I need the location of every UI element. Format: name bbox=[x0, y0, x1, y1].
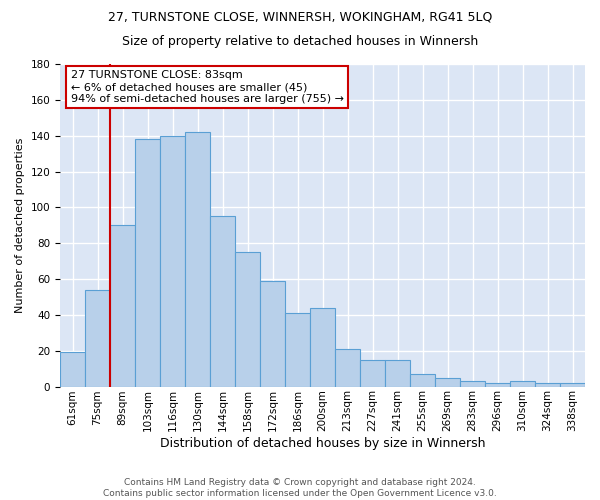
Bar bbox=[485, 383, 510, 386]
Bar bbox=[210, 216, 235, 386]
Bar bbox=[260, 281, 285, 386]
Text: Contains HM Land Registry data © Crown copyright and database right 2024.
Contai: Contains HM Land Registry data © Crown c… bbox=[103, 478, 497, 498]
Bar bbox=[60, 352, 85, 386]
Bar bbox=[560, 383, 585, 386]
Text: 27 TURNSTONE CLOSE: 83sqm
← 6% of detached houses are smaller (45)
94% of semi-d: 27 TURNSTONE CLOSE: 83sqm ← 6% of detach… bbox=[71, 70, 344, 104]
Bar bbox=[235, 252, 260, 386]
Y-axis label: Number of detached properties: Number of detached properties bbox=[15, 138, 25, 313]
Text: 27, TURNSTONE CLOSE, WINNERSH, WOKINGHAM, RG41 5LQ: 27, TURNSTONE CLOSE, WINNERSH, WOKINGHAM… bbox=[108, 10, 492, 23]
Bar bbox=[410, 374, 435, 386]
Bar bbox=[160, 136, 185, 386]
Bar bbox=[135, 140, 160, 386]
Bar bbox=[385, 360, 410, 386]
Bar bbox=[435, 378, 460, 386]
Bar bbox=[110, 226, 135, 386]
Text: Size of property relative to detached houses in Winnersh: Size of property relative to detached ho… bbox=[122, 35, 478, 48]
Bar bbox=[535, 383, 560, 386]
Bar bbox=[185, 132, 210, 386]
Bar bbox=[335, 349, 360, 387]
Bar bbox=[360, 360, 385, 386]
Bar bbox=[310, 308, 335, 386]
X-axis label: Distribution of detached houses by size in Winnersh: Distribution of detached houses by size … bbox=[160, 437, 485, 450]
Bar bbox=[85, 290, 110, 386]
Bar bbox=[460, 381, 485, 386]
Bar bbox=[510, 381, 535, 386]
Bar bbox=[285, 313, 310, 386]
